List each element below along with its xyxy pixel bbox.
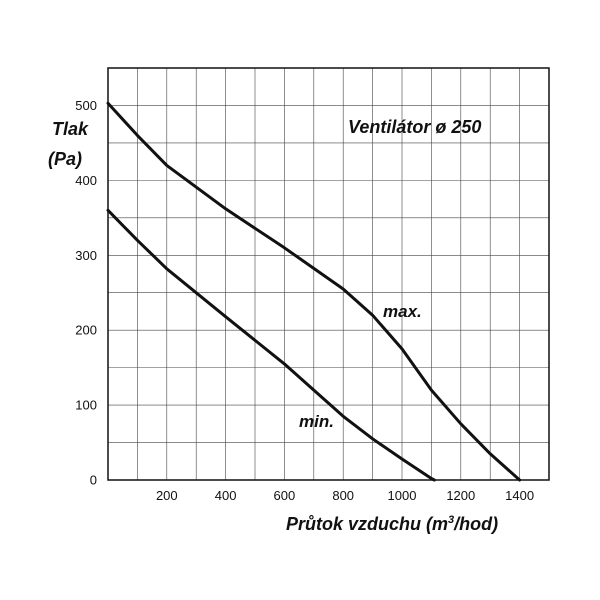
y-tick-label: 400 — [75, 173, 97, 188]
series-label-min: min. — [299, 412, 334, 431]
chart-title: Ventilátor ø 250 — [348, 117, 481, 137]
x-tick-label: 600 — [274, 488, 296, 503]
y-axis-label-line1: Tlak — [52, 119, 89, 139]
curve-min — [106, 208, 436, 482]
plot-frame — [107, 67, 550, 481]
x-axis-label-tail: /hod) — [453, 514, 498, 534]
y-tick-label: 200 — [75, 323, 97, 338]
x-tick-label: 800 — [332, 488, 354, 503]
x-tick-label: 1000 — [388, 488, 417, 503]
x-tick-label: 1200 — [446, 488, 475, 503]
grid-lines — [108, 68, 549, 480]
y-tick-label: 300 — [75, 248, 97, 263]
x-tick-label: 1400 — [505, 488, 534, 503]
series-label-max: max. — [383, 302, 422, 321]
x-tick-label: 400 — [215, 488, 237, 503]
x-axis-ticks: 200 400 600 800 1000 1200 1400 — [156, 488, 534, 503]
y-tick-label: 100 — [75, 398, 97, 413]
y-axis-label-line2: (Pa) — [48, 149, 82, 169]
y-axis-ticks: 0 100 200 300 400 500 — [75, 98, 97, 488]
y-tick-label: 500 — [75, 98, 97, 113]
x-axis-label-main: Průtok vzduchu (m — [286, 514, 448, 534]
x-axis-label: Průtok vzduchu (m3/hod) — [286, 514, 498, 534]
x-tick-label: 200 — [156, 488, 178, 503]
curve-max — [106, 101, 522, 482]
y-tick-label: 0 — [90, 473, 97, 488]
curves — [106, 101, 522, 482]
x-axis-label-sup: 3 — [448, 514, 454, 526]
